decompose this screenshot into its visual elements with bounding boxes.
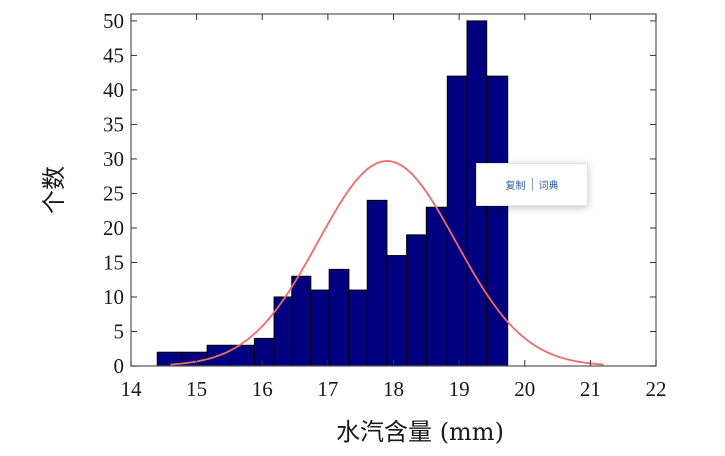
x-tick-label: 22 <box>646 377 667 401</box>
copy-button[interactable]: 复制 <box>505 181 526 192</box>
histogram-bar <box>310 289 330 367</box>
x-tick-label: 17 <box>317 377 338 401</box>
normal-fit-curve <box>170 160 604 366</box>
y-tick-label: 10 <box>103 285 124 309</box>
x-tick-label: 18 <box>383 377 404 401</box>
histogram-bar <box>291 275 312 367</box>
y-axis-label: 个数 <box>40 166 68 214</box>
popup-separator <box>531 178 533 191</box>
histogram-bar <box>273 296 293 367</box>
x-tick-label: 21 <box>580 377 601 401</box>
y-tick-label: 50 <box>103 9 124 33</box>
histogram-bar <box>486 75 509 367</box>
x-tick-label: 16 <box>252 377 273 401</box>
y-tick-label: 35 <box>103 112 124 136</box>
y-tick-label: 40 <box>103 78 124 102</box>
dictionary-button[interactable]: 词典 <box>538 181 559 192</box>
y-tick-label: 25 <box>103 181 124 205</box>
histogram-bar <box>348 289 368 367</box>
histogram-bar <box>446 75 468 367</box>
histogram-bar <box>425 206 448 367</box>
y-tick-label: 20 <box>103 216 124 240</box>
histogram-bar <box>406 234 427 367</box>
y-tick-label: 45 <box>103 43 124 67</box>
y-tick-label: 15 <box>103 250 124 274</box>
y-tick-label: 0 <box>114 354 125 378</box>
histogram-bar <box>366 199 388 367</box>
x-tick-label: 19 <box>449 377 470 401</box>
x-tick-label: 20 <box>514 377 535 401</box>
histogram-bar <box>253 337 275 367</box>
y-tick-labels: 0 5 10 15 20 25 30 35 40 45 50 <box>103 9 124 378</box>
x-tick-labels: 14 15 16 17 18 19 20 21 22 <box>121 377 667 401</box>
x-tick-label: 15 <box>186 377 207 401</box>
y-tick-label: 30 <box>103 147 124 171</box>
context-popup: 复制 词典 <box>476 163 588 206</box>
curve-layer <box>170 160 604 366</box>
y-tick-label: 5 <box>114 319 125 343</box>
x-axis-label: 水汽含量 (mm) <box>336 418 504 446</box>
x-tick-label: 14 <box>121 377 143 401</box>
ticks-layer <box>130 14 657 367</box>
histogram-bar <box>328 268 350 367</box>
bars-layer <box>156 20 509 367</box>
histogram-bar <box>386 255 408 367</box>
